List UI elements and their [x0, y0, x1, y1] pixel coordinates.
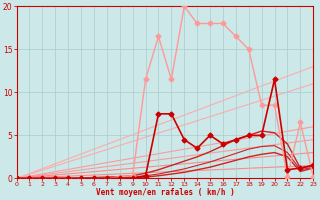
- X-axis label: Vent moyen/en rafales ( km/h ): Vent moyen/en rafales ( km/h ): [96, 188, 234, 197]
